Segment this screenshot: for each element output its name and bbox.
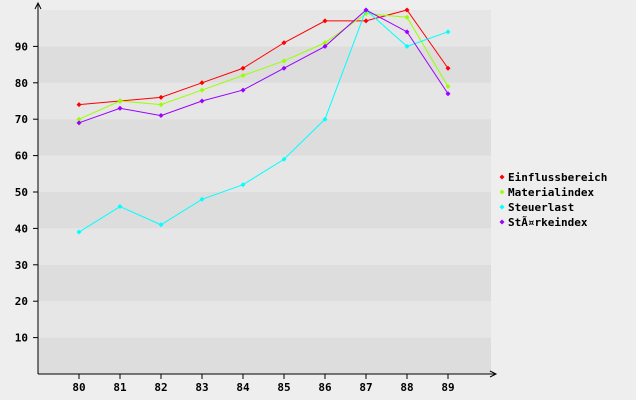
data-point <box>240 73 246 79</box>
data-point <box>76 229 82 235</box>
grid-band <box>38 119 491 156</box>
data-point <box>404 7 410 13</box>
data-point <box>404 14 410 20</box>
data-point <box>322 43 328 49</box>
data-point <box>199 196 205 202</box>
data-point <box>445 65 451 71</box>
grid-band <box>38 155 491 192</box>
grid-band <box>38 228 491 265</box>
y-tick-label: 70 <box>15 113 28 126</box>
legend-label: Materialindex <box>508 186 594 199</box>
legend-marker <box>499 174 505 180</box>
data-point <box>158 113 164 119</box>
y-tick-label: 80 <box>15 77 28 90</box>
x-tick-label: 86 <box>318 381 332 394</box>
data-point <box>240 65 246 71</box>
legend-marker <box>499 189 505 195</box>
x-tick-label: 83 <box>195 381 208 394</box>
x-tick-label: 89 <box>441 381 454 394</box>
x-axis-ticks: 80 81 82 83 84 85 86 87 88 89 <box>72 374 455 394</box>
data-point <box>117 98 123 104</box>
grid-band <box>38 46 491 83</box>
data-point <box>281 65 287 71</box>
grid-band <box>38 264 491 302</box>
series-line <box>78 9 449 233</box>
legend-label: Steuerlast <box>508 201 574 214</box>
grid-band <box>38 301 491 338</box>
axes <box>34 1 498 378</box>
data-point <box>76 102 82 108</box>
series-line <box>78 9 449 124</box>
y-tick-label: 20 <box>15 295 28 308</box>
x-tick-label: 87 <box>359 381 372 394</box>
x-tick-label: 85 <box>277 381 290 394</box>
data-point <box>322 40 328 46</box>
data-point <box>158 94 164 100</box>
data-point <box>322 116 328 122</box>
y-axis-arrow <box>34 1 42 10</box>
y-tick-label: 30 <box>15 259 28 272</box>
data-point <box>363 7 369 13</box>
legend: Einflussbereich Materialindex Steuerlast St… <box>499 171 607 229</box>
data-point <box>404 43 410 49</box>
data-point <box>404 29 410 35</box>
y-tick-label: 90 <box>15 40 28 53</box>
data-point <box>117 204 123 210</box>
x-axis-arrow <box>489 370 498 378</box>
legend-label: StÃ¤rkeindex <box>508 216 588 229</box>
x-tick-label: 84 <box>236 381 250 394</box>
y-axis-ticks: 10 20 30 40 50 60 70 80 90 <box>15 40 38 345</box>
y-tick-label: 40 <box>15 222 28 235</box>
data-point <box>240 87 246 93</box>
grid-bands <box>38 10 491 374</box>
x-tick-label: 82 <box>154 381 167 394</box>
series-line <box>78 13 449 120</box>
data-point <box>158 222 164 228</box>
data-point <box>281 58 287 64</box>
data-point <box>199 98 205 104</box>
data-point <box>76 120 82 126</box>
grid-band <box>38 192 491 229</box>
data-point <box>445 91 451 97</box>
grid-band <box>38 82 491 120</box>
data-point <box>199 80 205 86</box>
grid-band <box>38 10 491 47</box>
x-tick-label: 81 <box>113 381 127 394</box>
y-tick-label: 60 <box>15 150 28 163</box>
legend-marker <box>499 204 505 210</box>
x-tick-label: 88 <box>400 381 413 394</box>
data-point <box>158 102 164 108</box>
data-point <box>363 18 369 24</box>
data-point <box>445 29 451 35</box>
y-tick-label: 10 <box>15 332 28 345</box>
data-point <box>117 105 123 111</box>
data-point <box>240 182 246 188</box>
data-point <box>322 18 328 24</box>
data-point <box>199 87 205 93</box>
x-tick-label: 80 <box>72 381 85 394</box>
data-point <box>281 40 287 46</box>
grid-band <box>38 337 491 374</box>
data-point <box>281 156 287 162</box>
data-point <box>76 116 82 122</box>
y-tick-label: 50 <box>15 186 28 199</box>
data-point <box>445 83 451 89</box>
series-lines <box>76 7 451 235</box>
legend-label: Einflussbereich <box>508 171 607 184</box>
legend-marker <box>499 219 505 225</box>
